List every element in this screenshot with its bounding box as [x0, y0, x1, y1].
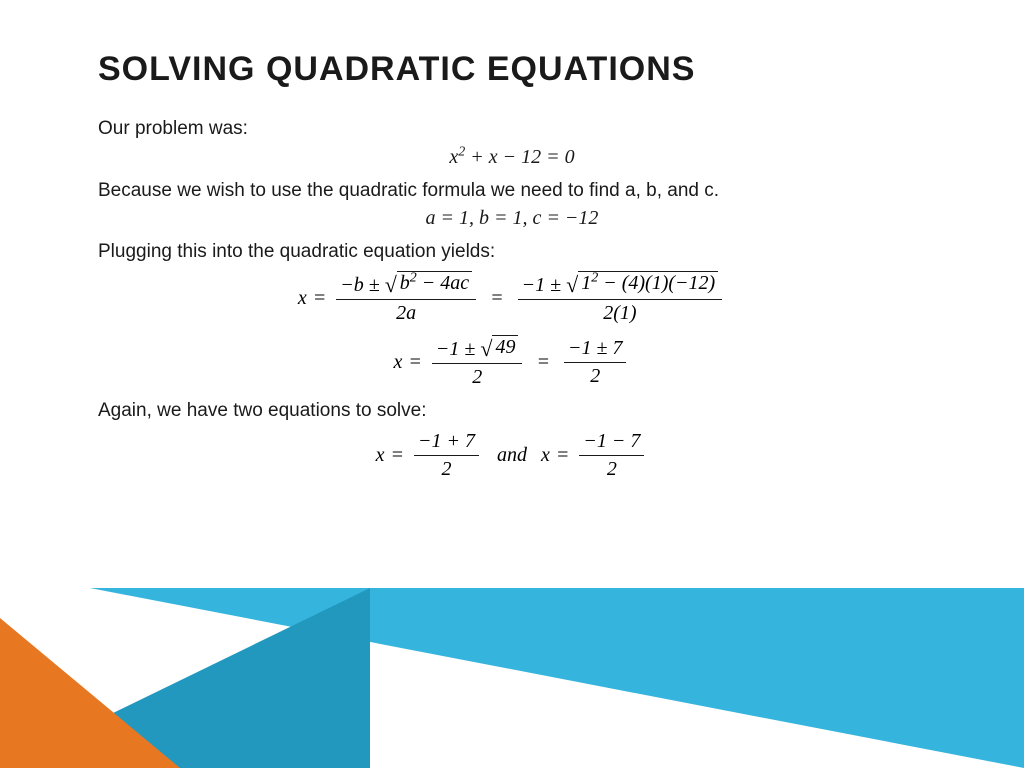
intro-text: Our problem was: — [98, 117, 926, 142]
and-text: and — [497, 444, 527, 467]
footer-decoration — [0, 588, 1024, 768]
frac-sqrt49: −1 ± √49 2 — [432, 335, 523, 389]
var-x-2: x — [394, 351, 403, 374]
equals-sign: = — [313, 287, 327, 310]
slide-title: SOLVING QUADRATIC EQUATIONS — [98, 50, 926, 89]
explain-plugin: Plugging this into the quadratic equatio… — [98, 240, 926, 265]
equation-two-solutions: x = −1 + 7 2 and x = −1 − 7 2 — [98, 430, 926, 481]
slide-content: SOLVING QUADRATIC EQUATIONS Our problem … — [0, 0, 1024, 491]
equation-abc: a = 1, b = 1, c = −12 — [98, 207, 926, 230]
explain-two-solutions: Again, we have two equations to solve: — [98, 399, 926, 424]
equals-sign-2: = — [490, 287, 504, 310]
var-x: x — [298, 287, 307, 310]
footer-triangle-orange — [0, 618, 180, 768]
frac-solution-a: −1 + 7 2 — [414, 430, 479, 481]
var-x-3: x — [376, 444, 385, 467]
equation-problem: x2 + x − 12 = 0 — [98, 146, 926, 169]
frac-solution-b: −1 − 7 2 — [579, 430, 644, 481]
frac-seven: −1 ± 7 2 — [564, 337, 626, 388]
var-x-4: x — [541, 444, 550, 467]
footer-triangle-lightblue — [90, 588, 1024, 768]
equals-sign-4: = — [536, 351, 550, 374]
frac-general: −b ± √b2 − 4ac 2a — [336, 271, 476, 325]
equation-simplified: x = −1 ± √49 2 = −1 ± 7 2 — [98, 335, 926, 389]
equals-sign-3: = — [408, 351, 422, 374]
equation-quadratic-formula: x = −b ± √b2 − 4ac 2a = −1 ± √12 − (4)(1… — [98, 271, 926, 325]
equals-sign-6: = — [556, 444, 570, 467]
equals-sign-5: = — [391, 444, 405, 467]
footer-triangle-midblue — [0, 588, 370, 768]
explain-abc: Because we wish to use the quadratic for… — [98, 179, 926, 204]
frac-substituted: −1 ± √12 − (4)(1)(−12) 2(1) — [518, 271, 723, 325]
